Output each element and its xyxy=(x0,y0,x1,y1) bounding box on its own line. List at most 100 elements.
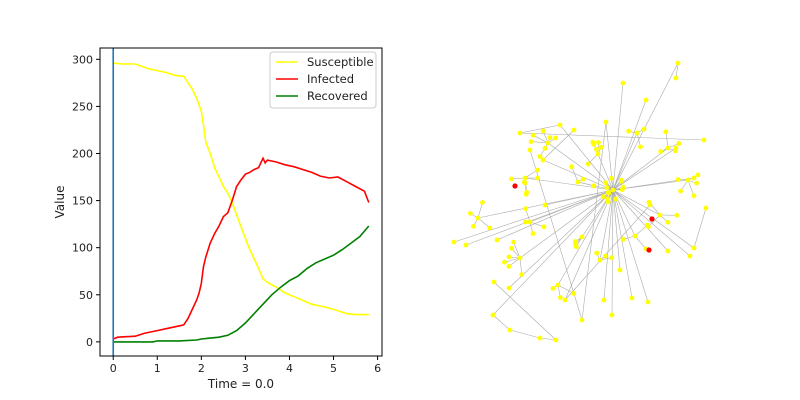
network-node-susceptible xyxy=(638,144,643,150)
network-node-susceptible xyxy=(509,245,514,251)
network-nodes xyxy=(451,60,709,343)
series-line-infected xyxy=(112,156,370,340)
x-tick-label: 5 xyxy=(330,362,337,375)
network-node-susceptible xyxy=(678,188,683,194)
network-edge xyxy=(612,189,691,257)
network-edge xyxy=(612,189,661,216)
network-edge xyxy=(612,132,638,191)
y-tick-label: 100 xyxy=(72,242,93,255)
series-lines xyxy=(112,48,370,356)
network-node-susceptible xyxy=(540,157,546,163)
network-node-susceptible xyxy=(608,175,614,181)
network-node-susceptible xyxy=(675,60,681,66)
network-node-susceptible xyxy=(451,239,457,245)
network-node-susceptible xyxy=(530,231,536,236)
network-edge xyxy=(524,177,614,191)
network-edge xyxy=(477,202,483,219)
network-edge xyxy=(687,179,695,196)
legend-label-recovered: Recovered xyxy=(307,89,368,103)
network-edge xyxy=(693,207,707,249)
network-node-susceptible xyxy=(665,219,671,225)
network-edge xyxy=(539,337,557,341)
network-edge xyxy=(519,189,614,259)
network-node-susceptible xyxy=(663,129,669,135)
network-node-susceptible xyxy=(675,177,681,182)
x-tick-label: 6 xyxy=(374,362,381,375)
network-node-susceptible xyxy=(610,187,616,193)
network-node-susceptible xyxy=(494,237,500,243)
y-tick-label: 0 xyxy=(86,336,93,349)
network-node-susceptible xyxy=(585,161,591,167)
network-node-susceptible xyxy=(571,291,577,296)
network-node-susceptible xyxy=(555,282,561,288)
network-node-susceptible xyxy=(665,248,671,254)
network-edge xyxy=(493,281,557,341)
network-node-susceptible xyxy=(573,244,579,250)
series-line-recovered xyxy=(113,225,370,343)
network-node-susceptible xyxy=(579,234,585,240)
network-edge xyxy=(675,62,679,79)
network-node-susceptible xyxy=(620,80,626,86)
network-node-susceptible xyxy=(506,254,512,260)
network-node-susceptible xyxy=(643,97,649,103)
network-node-susceptible xyxy=(634,130,640,136)
network-node-susceptible xyxy=(595,151,601,157)
network-node-susceptible xyxy=(594,250,600,256)
network-node-susceptible xyxy=(523,219,528,225)
network-edge xyxy=(477,217,491,229)
network-edge xyxy=(513,241,521,259)
network-node-susceptible xyxy=(509,176,514,182)
network-node-susceptible xyxy=(569,164,575,170)
network-node-susceptible xyxy=(547,135,553,141)
network-node-susceptible xyxy=(571,127,577,133)
network-node-susceptible xyxy=(673,75,679,81)
network-edge xyxy=(612,189,621,271)
network-node-susceptible xyxy=(562,297,568,303)
network-edge xyxy=(648,214,661,228)
network-node-susceptible xyxy=(695,172,701,178)
network-edge xyxy=(564,189,614,301)
legend-box xyxy=(269,51,377,109)
network-node-susceptible xyxy=(517,255,523,261)
network-node-susceptible xyxy=(475,215,481,221)
network-node-susceptible xyxy=(613,196,619,202)
network-edge xyxy=(612,99,647,191)
network-node-susceptible xyxy=(579,317,585,323)
network-node-susceptible xyxy=(580,176,586,182)
network-node-susceptible xyxy=(603,253,608,259)
network-node-susceptible xyxy=(468,211,473,216)
network-node-susceptible xyxy=(523,206,529,212)
network-edge xyxy=(634,224,648,237)
network-node-susceptible xyxy=(527,219,533,225)
network-node-susceptible xyxy=(491,279,497,285)
network-edge xyxy=(492,314,511,331)
network-node-susceptible xyxy=(674,212,680,218)
y-tick-label: 50 xyxy=(79,289,93,302)
network-node-susceptible xyxy=(537,154,543,159)
network-node-susceptible xyxy=(528,139,534,145)
y-tick-label: 250 xyxy=(72,100,93,113)
y-tick-label: 300 xyxy=(72,53,93,66)
network-node-susceptible xyxy=(629,295,635,301)
network-edge xyxy=(599,189,614,261)
x-tick-label: 4 xyxy=(286,362,293,375)
x-tick-label: 0 xyxy=(110,362,117,375)
network-node-susceptible xyxy=(665,145,671,151)
contact-network-graph xyxy=(451,60,709,343)
network-node-susceptible xyxy=(480,200,485,205)
network-edge xyxy=(612,177,695,191)
network-edge xyxy=(612,189,649,303)
network-node-susceptible xyxy=(557,122,563,128)
network-node-susceptible xyxy=(537,335,543,341)
legend: Susceptible Infected Recovered xyxy=(269,51,377,109)
network-node-susceptible xyxy=(553,337,559,343)
plot-frame xyxy=(99,47,383,357)
network-node-susceptible xyxy=(527,147,533,153)
network-edge xyxy=(492,189,614,316)
network-node-susceptible xyxy=(490,312,496,318)
network-node-susceptible xyxy=(694,180,699,186)
network-node-susceptible xyxy=(603,180,608,186)
network-node-susceptible xyxy=(673,145,679,151)
network-edge xyxy=(571,166,579,183)
network-edge xyxy=(612,189,633,299)
